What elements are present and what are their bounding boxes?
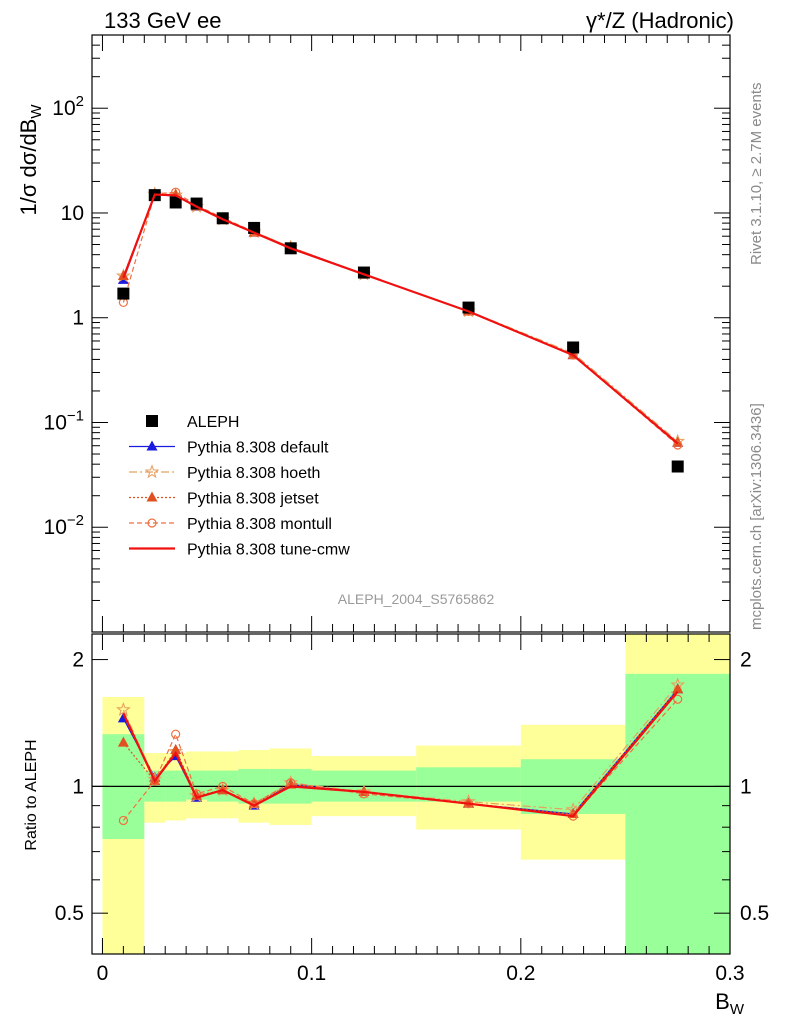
y-tick-label: 10−2 — [44, 512, 84, 539]
legend-label: Pythia 8.308 jetset — [187, 491, 319, 508]
legend-label: Pythia 8.308 default — [187, 440, 329, 457]
series-marker-montull — [118, 297, 128, 308]
data-point — [671, 460, 684, 473]
x-tick-label: 0.3 — [715, 962, 744, 985]
legend-marker-default — [146, 440, 158, 451]
x-tick-label: 0.1 — [297, 962, 326, 985]
series-line-montull — [122, 191, 679, 446]
ratio-y-tick-label: 1 — [72, 775, 84, 798]
data-point — [567, 341, 580, 354]
series-marker-montull — [673, 694, 683, 704]
ratio-y-tick-label-right: 2 — [740, 649, 752, 672]
legend-label: Pythia 8.308 montull — [187, 516, 332, 533]
series-marker-montull — [171, 729, 181, 739]
rivet-label: Rivet 3.1.10, ≥ 2.7M events — [748, 83, 765, 266]
ratio-panel: 0.5 0.5 1 1 2 2 0 0.1 0.2 0.3 Ratio to ALEPH BW — [23, 633, 769, 1018]
series-marker-jetset — [672, 683, 684, 694]
series-marker-montull — [118, 815, 128, 826]
ratio-y-tick-label-right: 1 — [740, 775, 752, 798]
y-axis-label: 1/σ dσ/dBW — [16, 104, 45, 216]
legend-label: Pythia 8.308 tune-cmw — [187, 542, 350, 559]
legend-label: Pythia 8.308 hoeth — [187, 465, 320, 482]
legend: ALEPH Pythia 8.308 default Pythia 8.308 ho… — [129, 414, 350, 559]
process-label: γ*/Z (Hadronic) — [586, 8, 734, 33]
series-line-tune_cmw — [122, 690, 679, 818]
x-axis-label: BW — [715, 989, 745, 1018]
legend-marker-jetset — [146, 491, 158, 502]
ratio-y-tick-label: 2 — [72, 649, 84, 672]
legend-marker-montull — [147, 518, 157, 528]
legend-marker-hoeth — [144, 464, 160, 479]
series-marker-montull — [673, 440, 683, 450]
analysis-label: ALEPH_2004_S5765862 — [338, 591, 495, 607]
data-point — [248, 221, 261, 234]
series-marker-jetset — [117, 736, 129, 747]
series-marker-montull — [150, 776, 160, 786]
energy-label: 133 GeV ee — [104, 8, 221, 33]
y-tick-label: 10 — [61, 202, 84, 225]
y-tick-label: 10−1 — [44, 407, 84, 434]
series-marker-hoeth — [116, 702, 131, 717]
ratio-y-tick-label: 0.5 — [55, 902, 84, 925]
ratio-frame — [91, 633, 731, 955]
series-marker-jetset — [672, 436, 684, 447]
uncertainty-band-inner — [625, 673, 730, 954]
series-line-jetset — [122, 193, 679, 444]
series-marker-jetset — [170, 743, 182, 754]
main-panel: ALEPH Pythia 8.308 default Pythia 8.308 ho… — [16, 34, 731, 633]
series-marker-montull — [359, 789, 369, 799]
y-tick-label: 1 — [72, 307, 84, 330]
x-tick-label: 0.2 — [506, 962, 535, 985]
mcplots-label: mcplots.cern.ch [arXiv:1306.3436] — [748, 403, 765, 630]
ratio-y-label: Ratio to ALEPH — [23, 739, 40, 850]
data-point — [117, 287, 130, 300]
data-point — [169, 196, 182, 209]
series-line-default — [122, 193, 679, 444]
y-tick-label: 102 — [52, 93, 84, 120]
x-tick-label: 0 — [97, 962, 109, 985]
ratio-y-tick-label-right: 0.5 — [740, 902, 769, 925]
legend-label: ALEPH — [187, 414, 239, 431]
data-point — [190, 197, 203, 210]
series-line-tune_cmw — [122, 193, 679, 445]
series-line-hoeth — [122, 193, 679, 442]
legend-marker-data — [146, 415, 158, 427]
